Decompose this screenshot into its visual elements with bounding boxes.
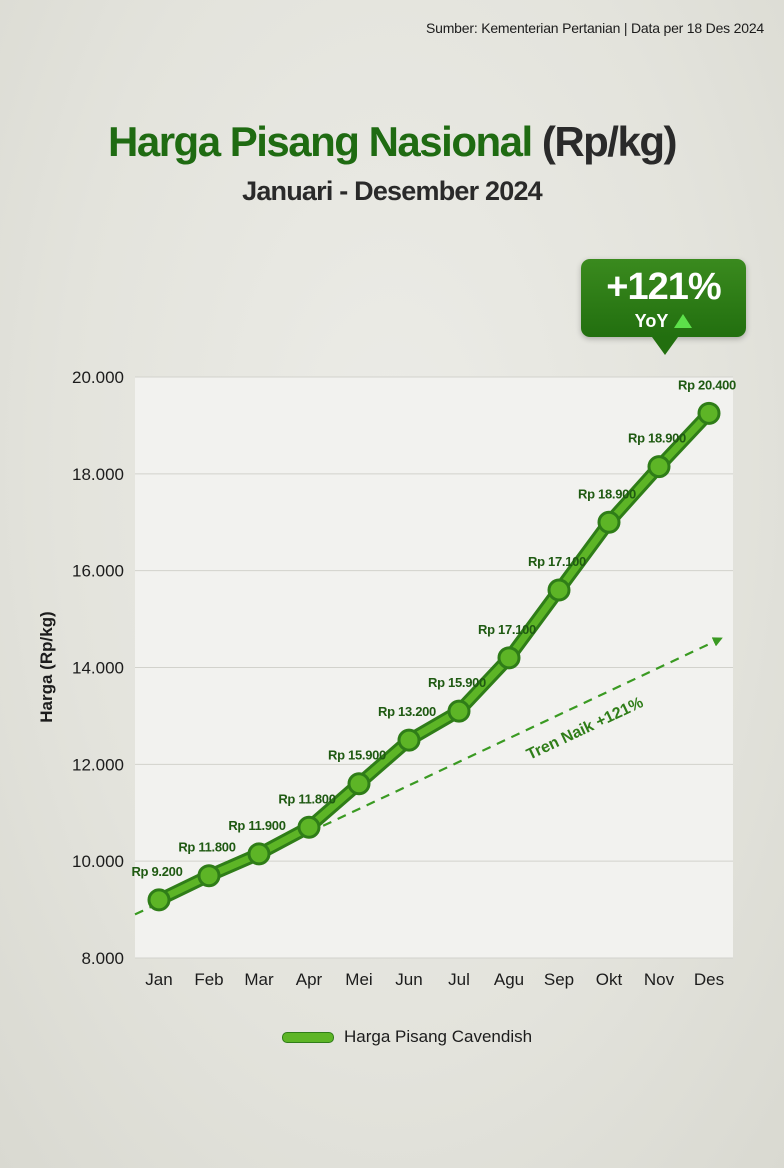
x-tick-label: Apr [296, 970, 323, 989]
data-label: Rp 17.100 [528, 554, 586, 569]
y-tick-label: 16.000 [72, 562, 124, 581]
x-tick-label: Nov [644, 970, 675, 989]
data-point [197, 864, 221, 888]
y-tick-label: 12.000 [72, 755, 124, 774]
data-labels: Rp 9.200 Rp 11.800 Rp 11.900 Rp 11.800 Rp 15… [131, 377, 736, 879]
data-point [347, 772, 371, 796]
y-tick-label: 8.000 [81, 949, 124, 968]
data-point [147, 888, 171, 912]
chart-title-main: Harga Pisang Nasional [108, 118, 533, 165]
x-tick-label: Mei [345, 970, 372, 989]
x-tick-label: Okt [596, 970, 623, 989]
legend: Harga Pisang Cavendish [282, 1027, 532, 1047]
data-label: Rp 20.400 [678, 377, 736, 392]
chart-title: Harga Pisang Nasional (Rp/kg) [0, 118, 784, 166]
chart-subtitle: Januari - Desember 2024 [242, 176, 543, 206]
data-point [547, 578, 571, 602]
data-label: Rp 13.200 [378, 704, 436, 719]
data-point [697, 401, 721, 425]
y-axis-ticks: 8.000 10.000 12.000 14.000 16.000 18.000 20.00… [72, 368, 124, 968]
y-tick-label: 20.000 [72, 368, 124, 387]
data-point [247, 842, 271, 866]
data-label: Rp 15.900 [328, 748, 386, 763]
yoy-label: YoY [634, 311, 669, 331]
data-point [497, 646, 521, 670]
y-axis-title: Harga (Rp/kg) [37, 611, 56, 722]
yoy-percent: +121% [606, 266, 721, 308]
data-label: Rp 18.900 [578, 486, 636, 501]
data-label: Rp 17.100 [478, 622, 536, 637]
x-tick-label: Sep [544, 970, 574, 989]
legend-label: Harga Pisang Cavendish [344, 1027, 533, 1046]
x-tick-label: Des [694, 970, 724, 989]
data-point [447, 699, 471, 723]
x-tick-label: Agu [494, 970, 524, 989]
y-tick-label: 10.000 [72, 852, 124, 871]
data-label: Rp 11.800 [278, 791, 335, 806]
x-tick-label: Jan [145, 970, 172, 989]
legend-swatch [282, 1031, 334, 1043]
source-note: Sumber: Kementerian Pertanian | Data per… [426, 20, 764, 36]
data-point [597, 510, 621, 534]
up-arrow-icon [674, 314, 693, 328]
data-point [397, 728, 421, 752]
y-tick-label: 18.000 [72, 465, 124, 484]
y-tick-label: 14.000 [72, 659, 124, 678]
x-tick-label: Jul [448, 970, 470, 989]
data-point [297, 815, 321, 839]
price-series [147, 401, 721, 912]
x-tick-label: Jun [395, 970, 422, 989]
x-axis-ticks: Jan Feb Mar Apr Mei Jun Jul Agu Sep Okt Nov Des [145, 970, 724, 989]
x-tick-label: Mar [244, 970, 274, 989]
data-label: Rp 15.900 [428, 675, 486, 690]
yoy-badge: +121% YoY [581, 259, 746, 355]
grid-lines [135, 376, 733, 959]
data-label: Rp 9.200 [131, 864, 182, 879]
yoy-label-row: YoY [581, 311, 746, 332]
data-label: Rp 11.800 [178, 840, 235, 855]
chart-title-unit: (Rp/kg) [541, 118, 678, 165]
data-point [647, 455, 671, 479]
trend-arrow [134, 637, 723, 916]
data-label: Rp 11.900 [228, 818, 285, 833]
x-tick-label: Feb [194, 970, 223, 989]
data-label: Rp 18.900 [628, 431, 686, 446]
